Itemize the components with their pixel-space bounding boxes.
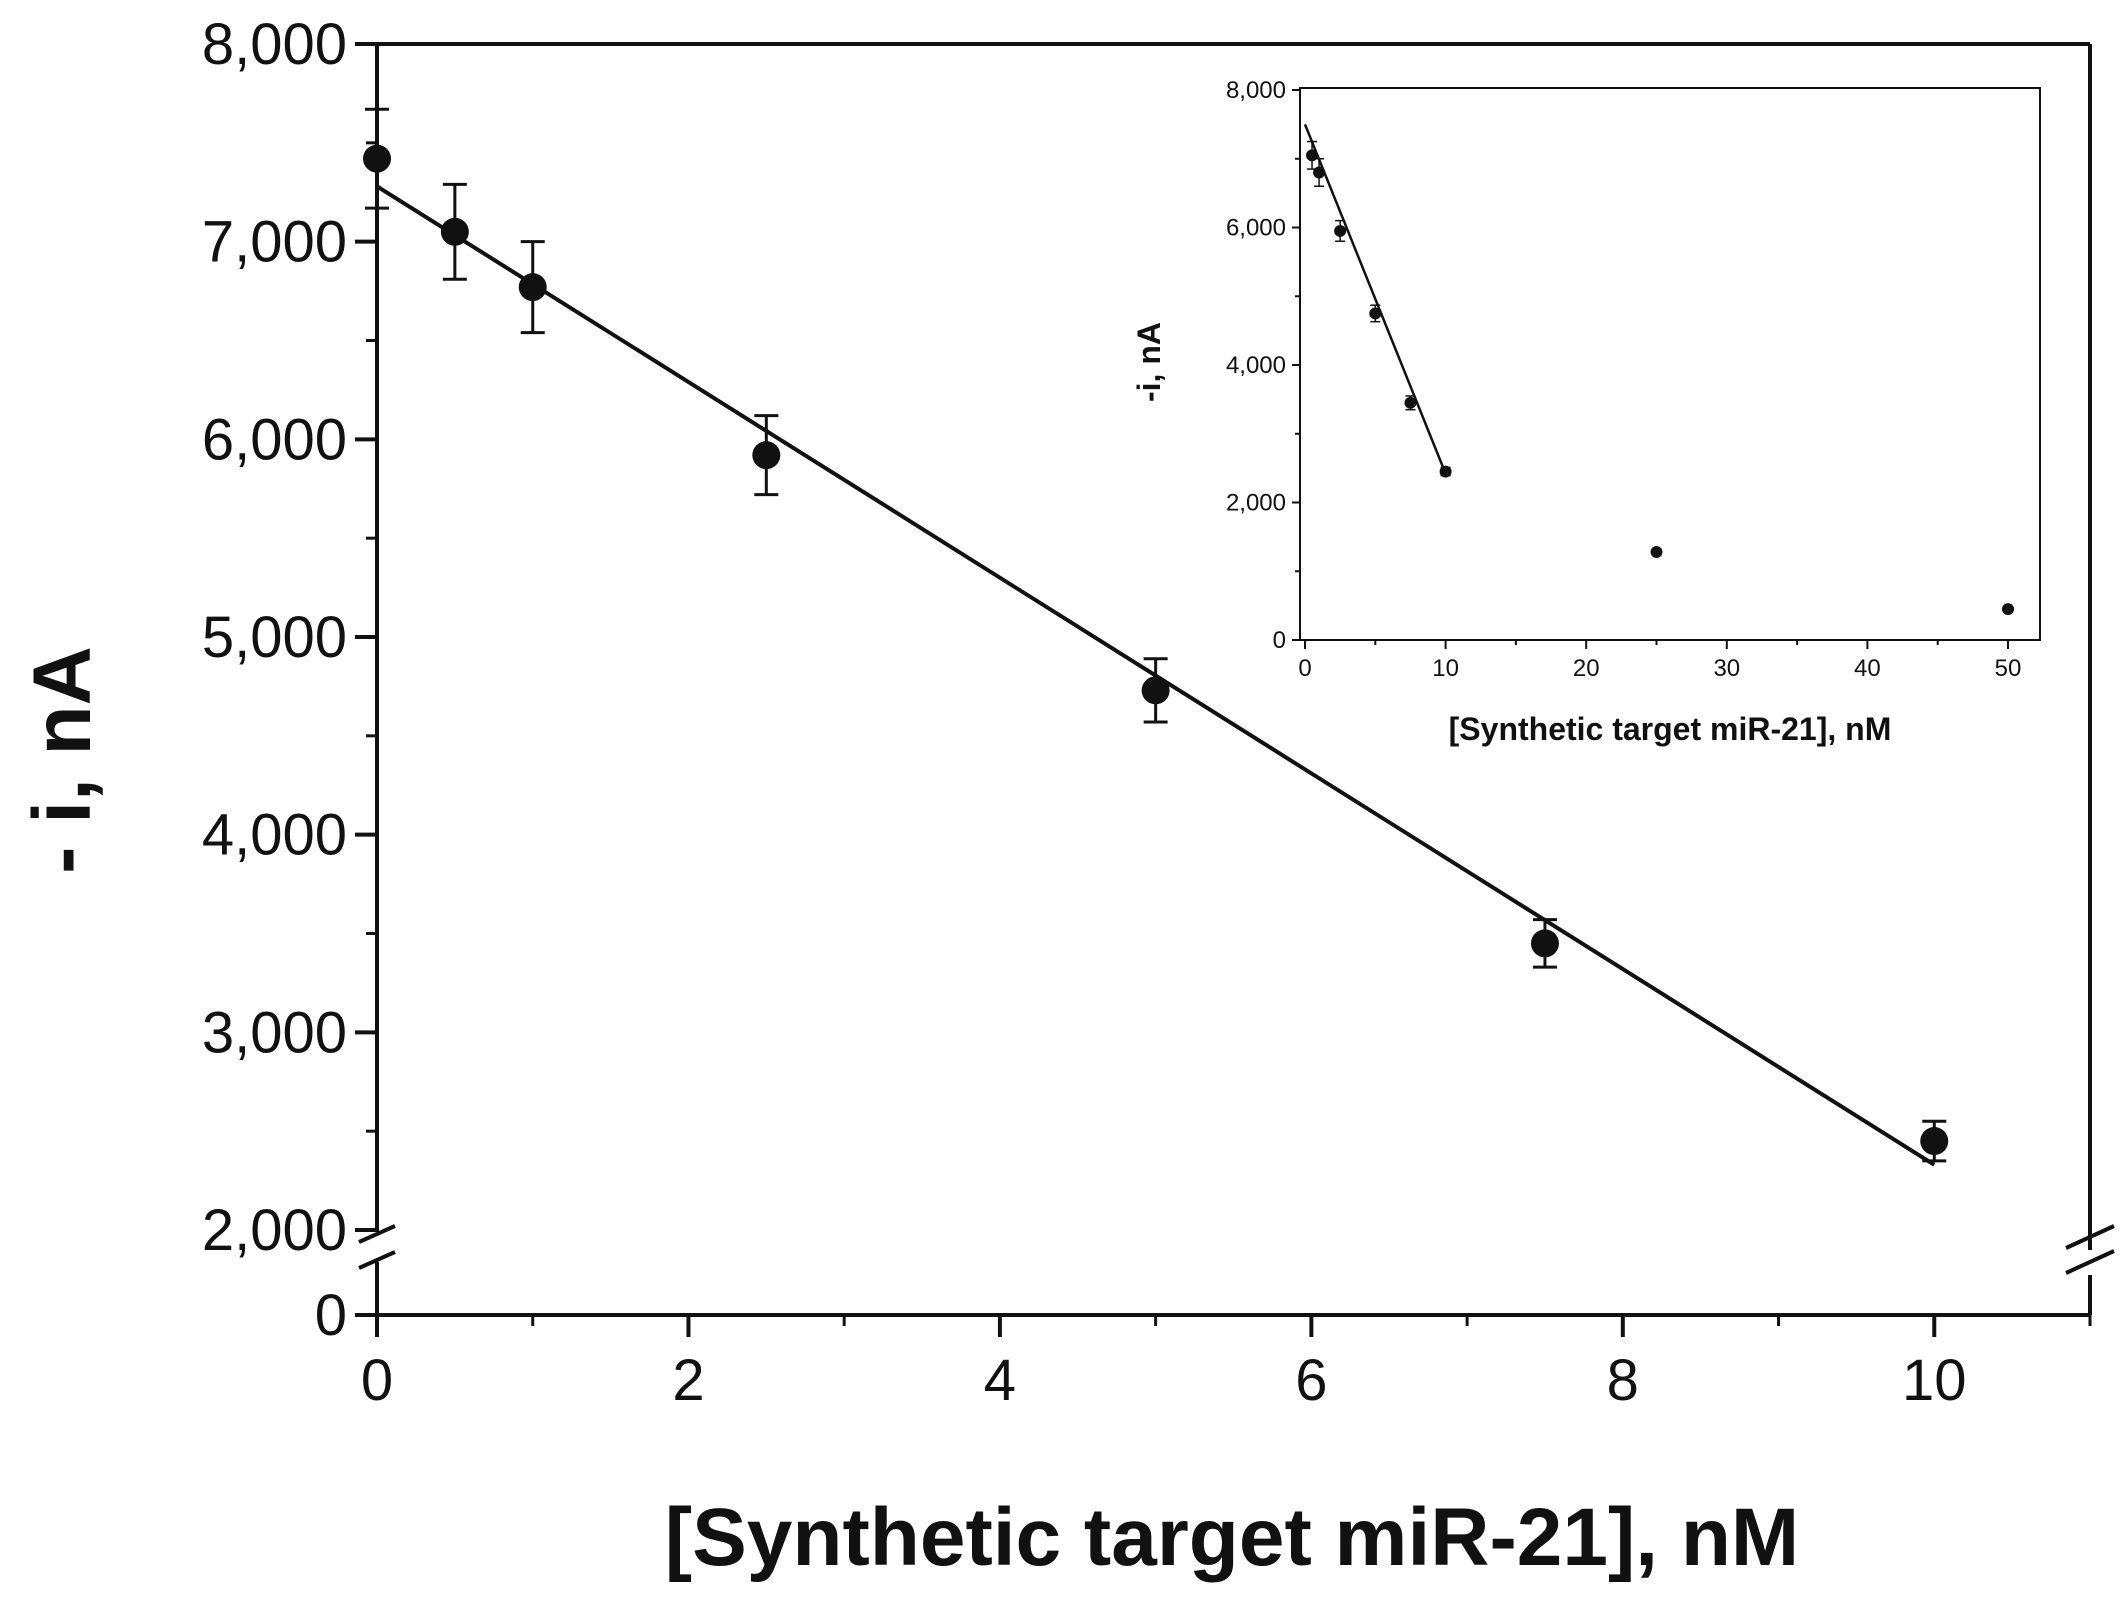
main-x-axis-title: [Synthetic target miR-21], nM bbox=[665, 1492, 1799, 1583]
main-y-tick-label: 2,000 bbox=[202, 1198, 347, 1263]
main-x-tick-label: 4 bbox=[984, 1348, 1016, 1413]
main-x-tick-label: 8 bbox=[1607, 1348, 1639, 1413]
inset-fit-line bbox=[1303, 123, 1447, 475]
inset-data-point bbox=[1334, 224, 1347, 237]
inset-data-point bbox=[1650, 546, 1663, 558]
inset-data-point bbox=[2002, 603, 2014, 616]
main-data-point bbox=[363, 144, 391, 173]
inset-x-tick-label: 20 bbox=[1573, 655, 1600, 682]
inset-x-tick-label: 40 bbox=[1854, 655, 1881, 682]
inset-data-point bbox=[1439, 465, 1452, 478]
main-data-point bbox=[1920, 1127, 1949, 1156]
main-x-tick-label: 2 bbox=[672, 1348, 704, 1413]
main-y-break-mark-upper bbox=[358, 1224, 396, 1244]
inset-y-tick-label: 2,000 bbox=[1226, 490, 1286, 517]
inset-y-tick-label: 4,000 bbox=[1226, 352, 1286, 379]
main-data-point bbox=[1530, 929, 1559, 958]
inset-data-point bbox=[1404, 396, 1417, 409]
inset-y-tick-label: 0 bbox=[1273, 627, 1286, 654]
main-data-point bbox=[1141, 676, 1170, 705]
main-y-tick-label: 5,000 bbox=[202, 605, 347, 670]
inset-y-tick-label: 8,000 bbox=[1226, 77, 1286, 104]
inset-data-point bbox=[1369, 307, 1382, 320]
inset-y-axis-title: -i, nA bbox=[1131, 322, 1167, 402]
inset-x-tick-label: 50 bbox=[1995, 655, 2022, 682]
main-y-break-mark-lower bbox=[358, 1250, 396, 1270]
main-data-point bbox=[752, 441, 781, 470]
inset-data-point bbox=[1306, 149, 1319, 162]
inset-frame bbox=[1299, 87, 2041, 641]
main-x-tick-label: 6 bbox=[1295, 1348, 1327, 1413]
main-data-point bbox=[440, 217, 469, 246]
inset-x-axis-title: [Synthetic target miR-21], nM bbox=[1449, 711, 1892, 747]
main-y-tick-label: 4,000 bbox=[202, 803, 347, 868]
main-x-tick-label: 0 bbox=[361, 1348, 393, 1413]
main-y-tick-label: 6,000 bbox=[202, 407, 347, 472]
inset-x-tick-label: 10 bbox=[1432, 655, 1459, 682]
main-right-break-mark-lower bbox=[2065, 1249, 2115, 1275]
main-x-tick-label: 10 bbox=[1902, 1348, 1967, 1413]
main-y-tick-label: 7,000 bbox=[202, 210, 347, 275]
main-y-tick-label: 0 bbox=[315, 1283, 347, 1348]
main-y-axis-title: - i, nA bbox=[17, 646, 108, 874]
main-data-point bbox=[518, 273, 547, 302]
inset-x-tick-label: 0 bbox=[1298, 655, 1311, 682]
inset-y-tick-label: 6,000 bbox=[1226, 215, 1286, 242]
main-right-break-mark-upper bbox=[2065, 1224, 2115, 1250]
inset-data-point bbox=[1313, 166, 1326, 179]
inset-x-tick-label: 30 bbox=[1713, 655, 1740, 682]
main-y-tick-label: 8,000 bbox=[202, 12, 347, 77]
main-y-tick-label: 3,000 bbox=[202, 1000, 347, 1065]
